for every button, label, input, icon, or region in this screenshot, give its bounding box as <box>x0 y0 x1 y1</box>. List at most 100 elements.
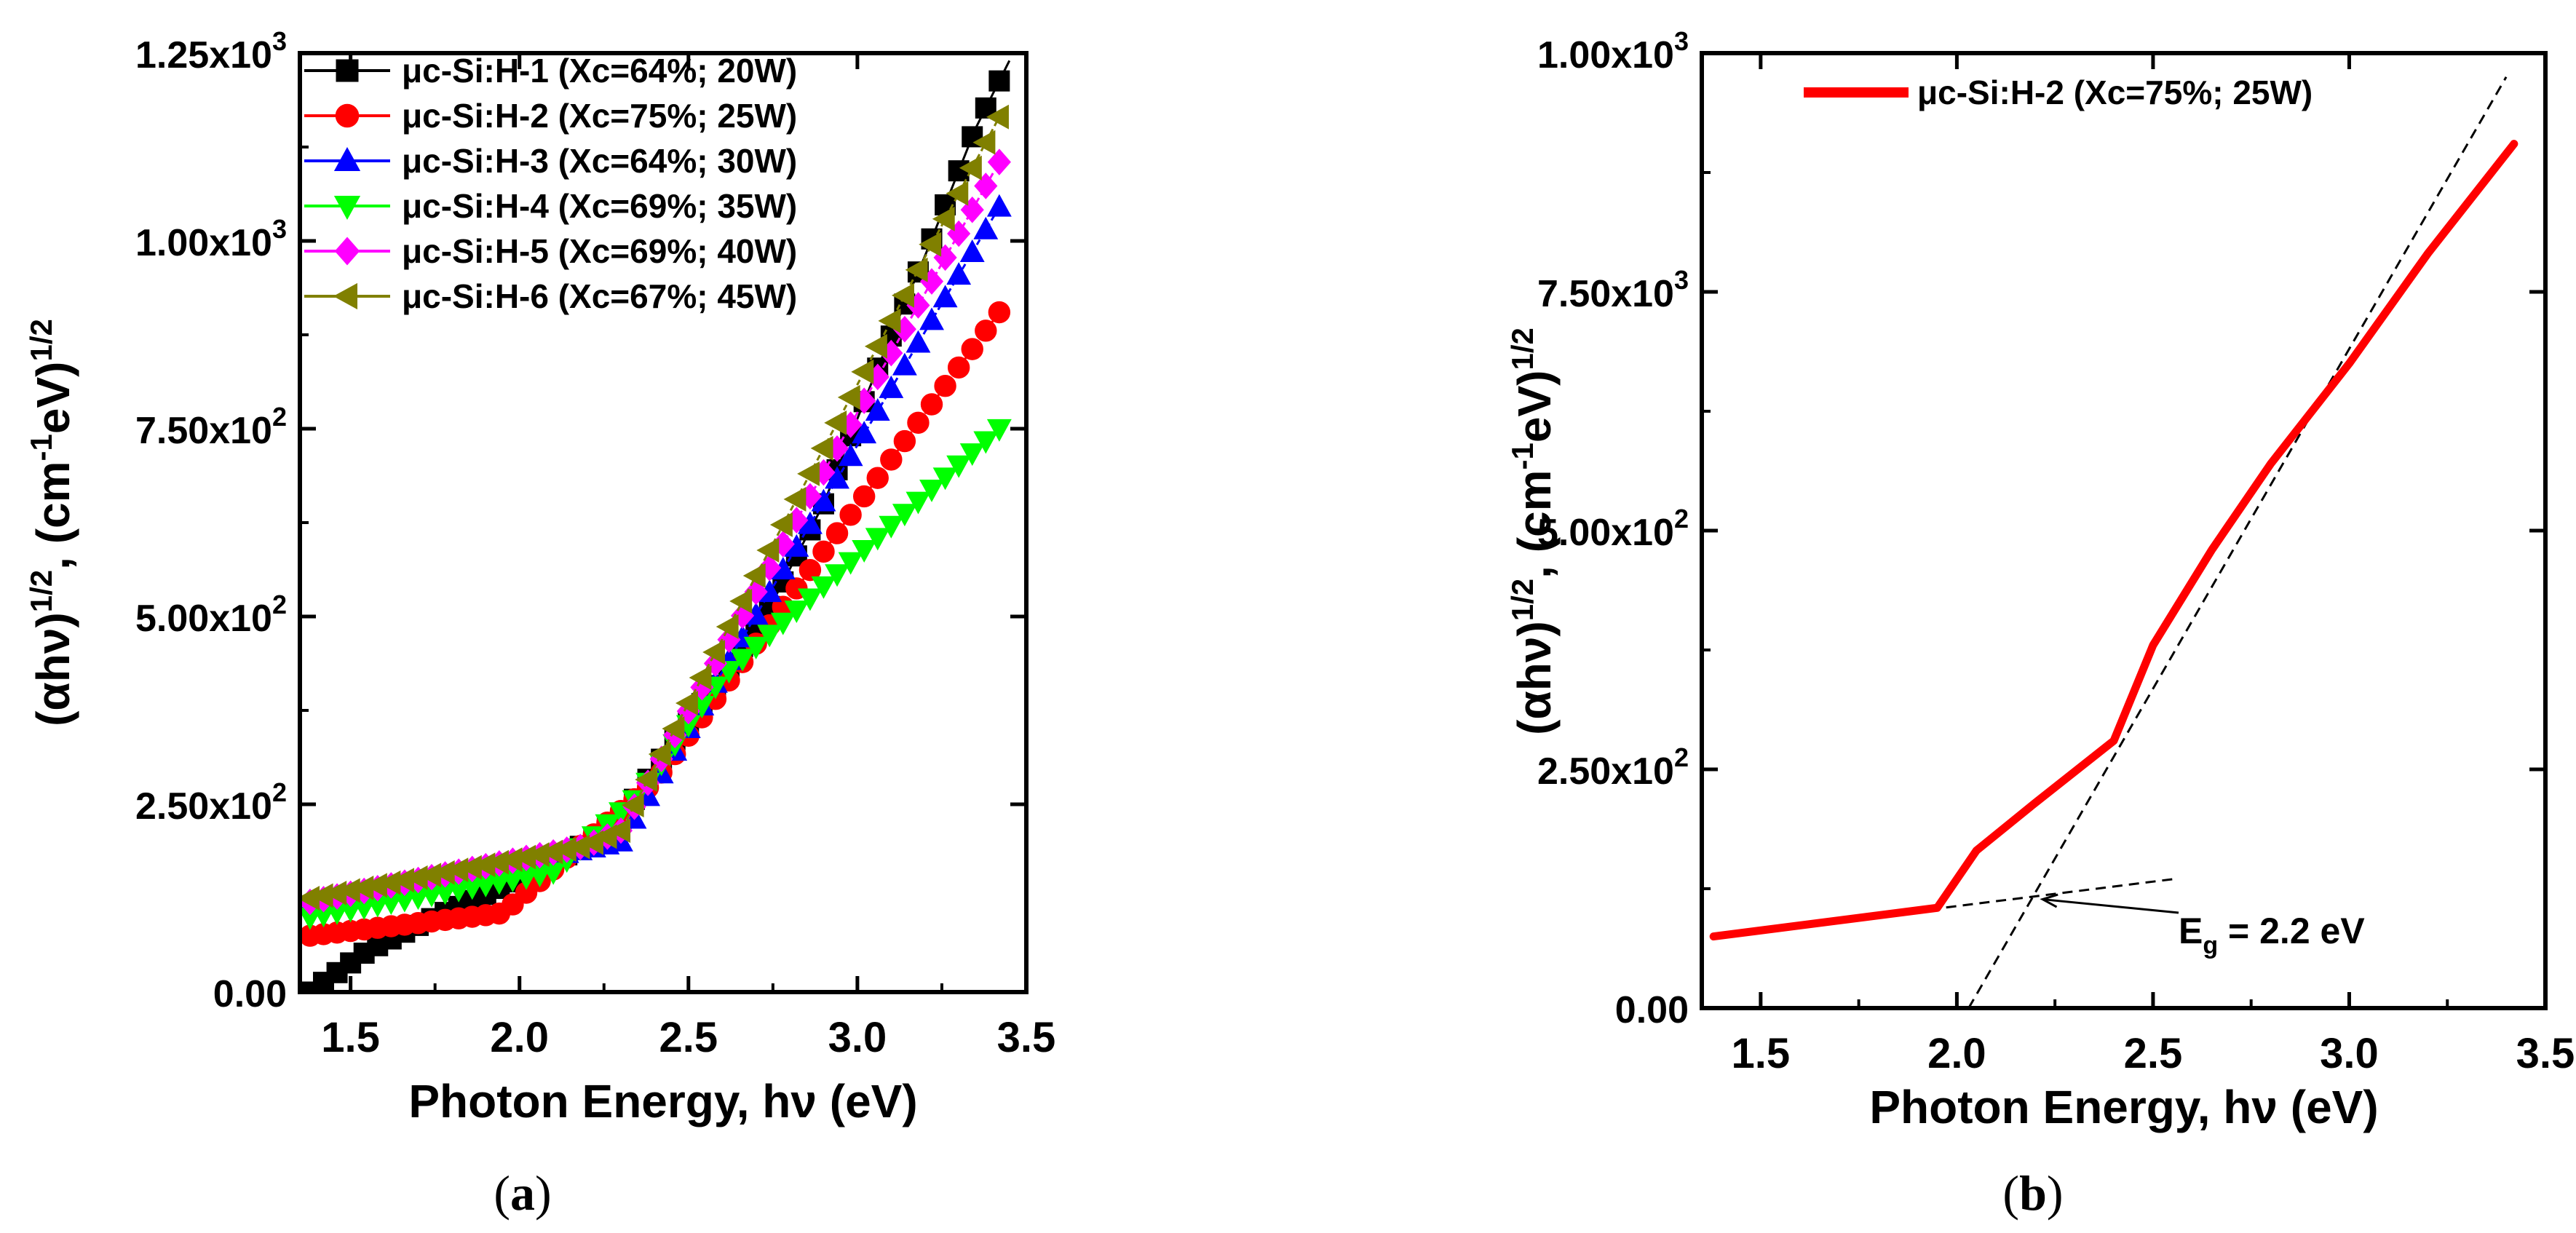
panel-b-annotation: Eg = 2.2 eV <box>2040 893 2365 959</box>
data-point <box>756 538 780 563</box>
data-point <box>947 356 970 379</box>
data-point <box>905 491 931 515</box>
data-point <box>852 540 877 563</box>
data-point <box>959 443 985 467</box>
data-point <box>947 220 971 247</box>
legend-label: μc-Si:H-4 (Xc=69%; 35W) <box>402 187 797 225</box>
data-point <box>959 239 985 262</box>
data-point <box>905 330 931 353</box>
data-point <box>825 522 849 544</box>
legend-item: μc-Si:H-4 (Xc=69%; 35W) <box>304 187 797 225</box>
data-point <box>865 528 890 551</box>
panel-b: 1.5 2.0 2.5 3.0 3.5 0.00 2.50x102 5.00x102 7.50x… <box>1505 26 2575 1221</box>
data-point <box>864 333 887 359</box>
legend-marker <box>336 59 359 82</box>
data-point <box>934 375 956 397</box>
legend-label: μc-Si:H-1 (Xc=64%; 20W) <box>402 52 797 90</box>
data-point <box>825 564 849 587</box>
data-point <box>973 216 999 239</box>
panel-b-data <box>1709 76 2518 1008</box>
panel-a-data <box>300 60 1012 992</box>
data-point <box>742 563 766 588</box>
annotation-text: Eg = 2.2 eV <box>2179 911 2365 959</box>
y-tick-label: 1.00x103 <box>135 214 287 264</box>
x-tick-label: 2.0 <box>490 1014 549 1061</box>
data-point <box>675 691 698 715</box>
x-tick-label: 1.5 <box>321 1014 380 1061</box>
panel-b-caption: (b) <box>2002 1165 2063 1221</box>
legend-marker <box>334 237 360 266</box>
legend-marker <box>333 196 361 221</box>
data-point <box>838 552 863 575</box>
data-point <box>919 231 942 257</box>
y-tick-label: 1.00x103 <box>1537 26 1689 76</box>
data-point <box>879 515 904 539</box>
legend-item: μc-Si:H-5 (Xc=69%; 40W) <box>304 232 797 270</box>
y-tick-label: 0.00 <box>1615 989 1689 1031</box>
data-point <box>689 665 712 690</box>
panel-a-x-axis-label: Photon Energy, hν (eV) <box>408 1075 917 1127</box>
data-point <box>892 282 914 308</box>
y-tick-label: 7.50x102 <box>135 402 287 452</box>
data-point <box>879 375 904 398</box>
data-point <box>797 588 823 611</box>
panel-b-ticks: 1.5 2.0 2.5 3.0 3.5 0.00 2.50x102 5.00x102 7.50x… <box>1537 26 2575 1077</box>
panel-a-legend: μc-Si:H-1 (Xc=64%; 20W) μc-Si:H-2 (Xc=75%… <box>304 52 797 315</box>
data-point <box>784 600 809 624</box>
data-point <box>905 257 928 282</box>
legend-item: μc-Si:H-1 (Xc=64%; 20W) <box>304 52 797 90</box>
y-tick-label: 5.00x102 <box>1537 504 1689 554</box>
annotation-arrowhead <box>2040 893 2058 908</box>
legend-label: μc-Si:H-6 (Xc=67%; 45W) <box>402 277 797 315</box>
series-line <box>309 312 1001 937</box>
data-point <box>662 716 685 742</box>
legend-label: μc-Si:H-5 (Xc=69%; 40W) <box>402 232 797 270</box>
data-point <box>961 338 983 360</box>
data-point <box>919 307 944 330</box>
data-point <box>988 70 1010 92</box>
data-point <box>769 512 793 537</box>
data-point <box>946 455 972 478</box>
data-point <box>959 155 982 181</box>
data-point <box>880 448 903 471</box>
legend-item: μc-Si:H-6 (Xc=67%; 45W) <box>304 277 797 315</box>
panel-b-frame <box>1700 51 2548 1010</box>
legend-marker <box>333 282 357 310</box>
data-point <box>824 410 847 435</box>
data-point <box>621 793 644 818</box>
data-point <box>946 181 969 206</box>
data-point <box>812 540 835 563</box>
data-point <box>825 466 849 489</box>
data-point <box>852 421 877 444</box>
data-point <box>972 130 996 155</box>
annotation-arrow <box>2042 898 2179 914</box>
data-point <box>810 435 833 461</box>
data-point <box>798 558 822 582</box>
data-point <box>838 443 863 467</box>
y-tick-label: 2.50x102 <box>135 777 287 828</box>
legend-item: μc-Si:H-3 (Xc=64%; 30W) <box>304 142 797 180</box>
x-tick-label: 3.5 <box>2516 1030 2575 1077</box>
series-6 <box>300 104 1009 911</box>
y-tick-label: 1.25x103 <box>135 26 287 76</box>
data-point <box>986 419 1012 442</box>
x-tick-label: 2.0 <box>1927 1030 1986 1077</box>
data-point <box>892 504 917 527</box>
panel-b-x-axis-label: Photon Energy, hν (eV) <box>1869 1081 2378 1133</box>
data-point <box>988 301 1011 324</box>
legend-marker <box>333 146 361 171</box>
series-2 <box>300 301 1011 947</box>
y-tick-label: 7.50x103 <box>1537 265 1689 315</box>
data-point <box>920 393 943 416</box>
y-tick-label: 0.00 <box>213 973 287 1015</box>
data-point <box>716 614 739 639</box>
panel-a-frame <box>298 51 1029 994</box>
panel-b-y-axis-label: (αhν)1/2, (cm-1eV)1/2 <box>1505 328 1561 735</box>
x-tick-label: 2.5 <box>659 1014 718 1061</box>
data-point <box>973 431 999 454</box>
data-point <box>729 589 753 614</box>
data-point <box>783 486 807 512</box>
data-point <box>608 818 631 844</box>
x-tick-label: 3.5 <box>997 1014 1056 1061</box>
panel-a: 1.5 2.0 2.5 3.0 3.5 0.00 2.50x102 5.00x102 7.50x… <box>24 26 1055 1221</box>
